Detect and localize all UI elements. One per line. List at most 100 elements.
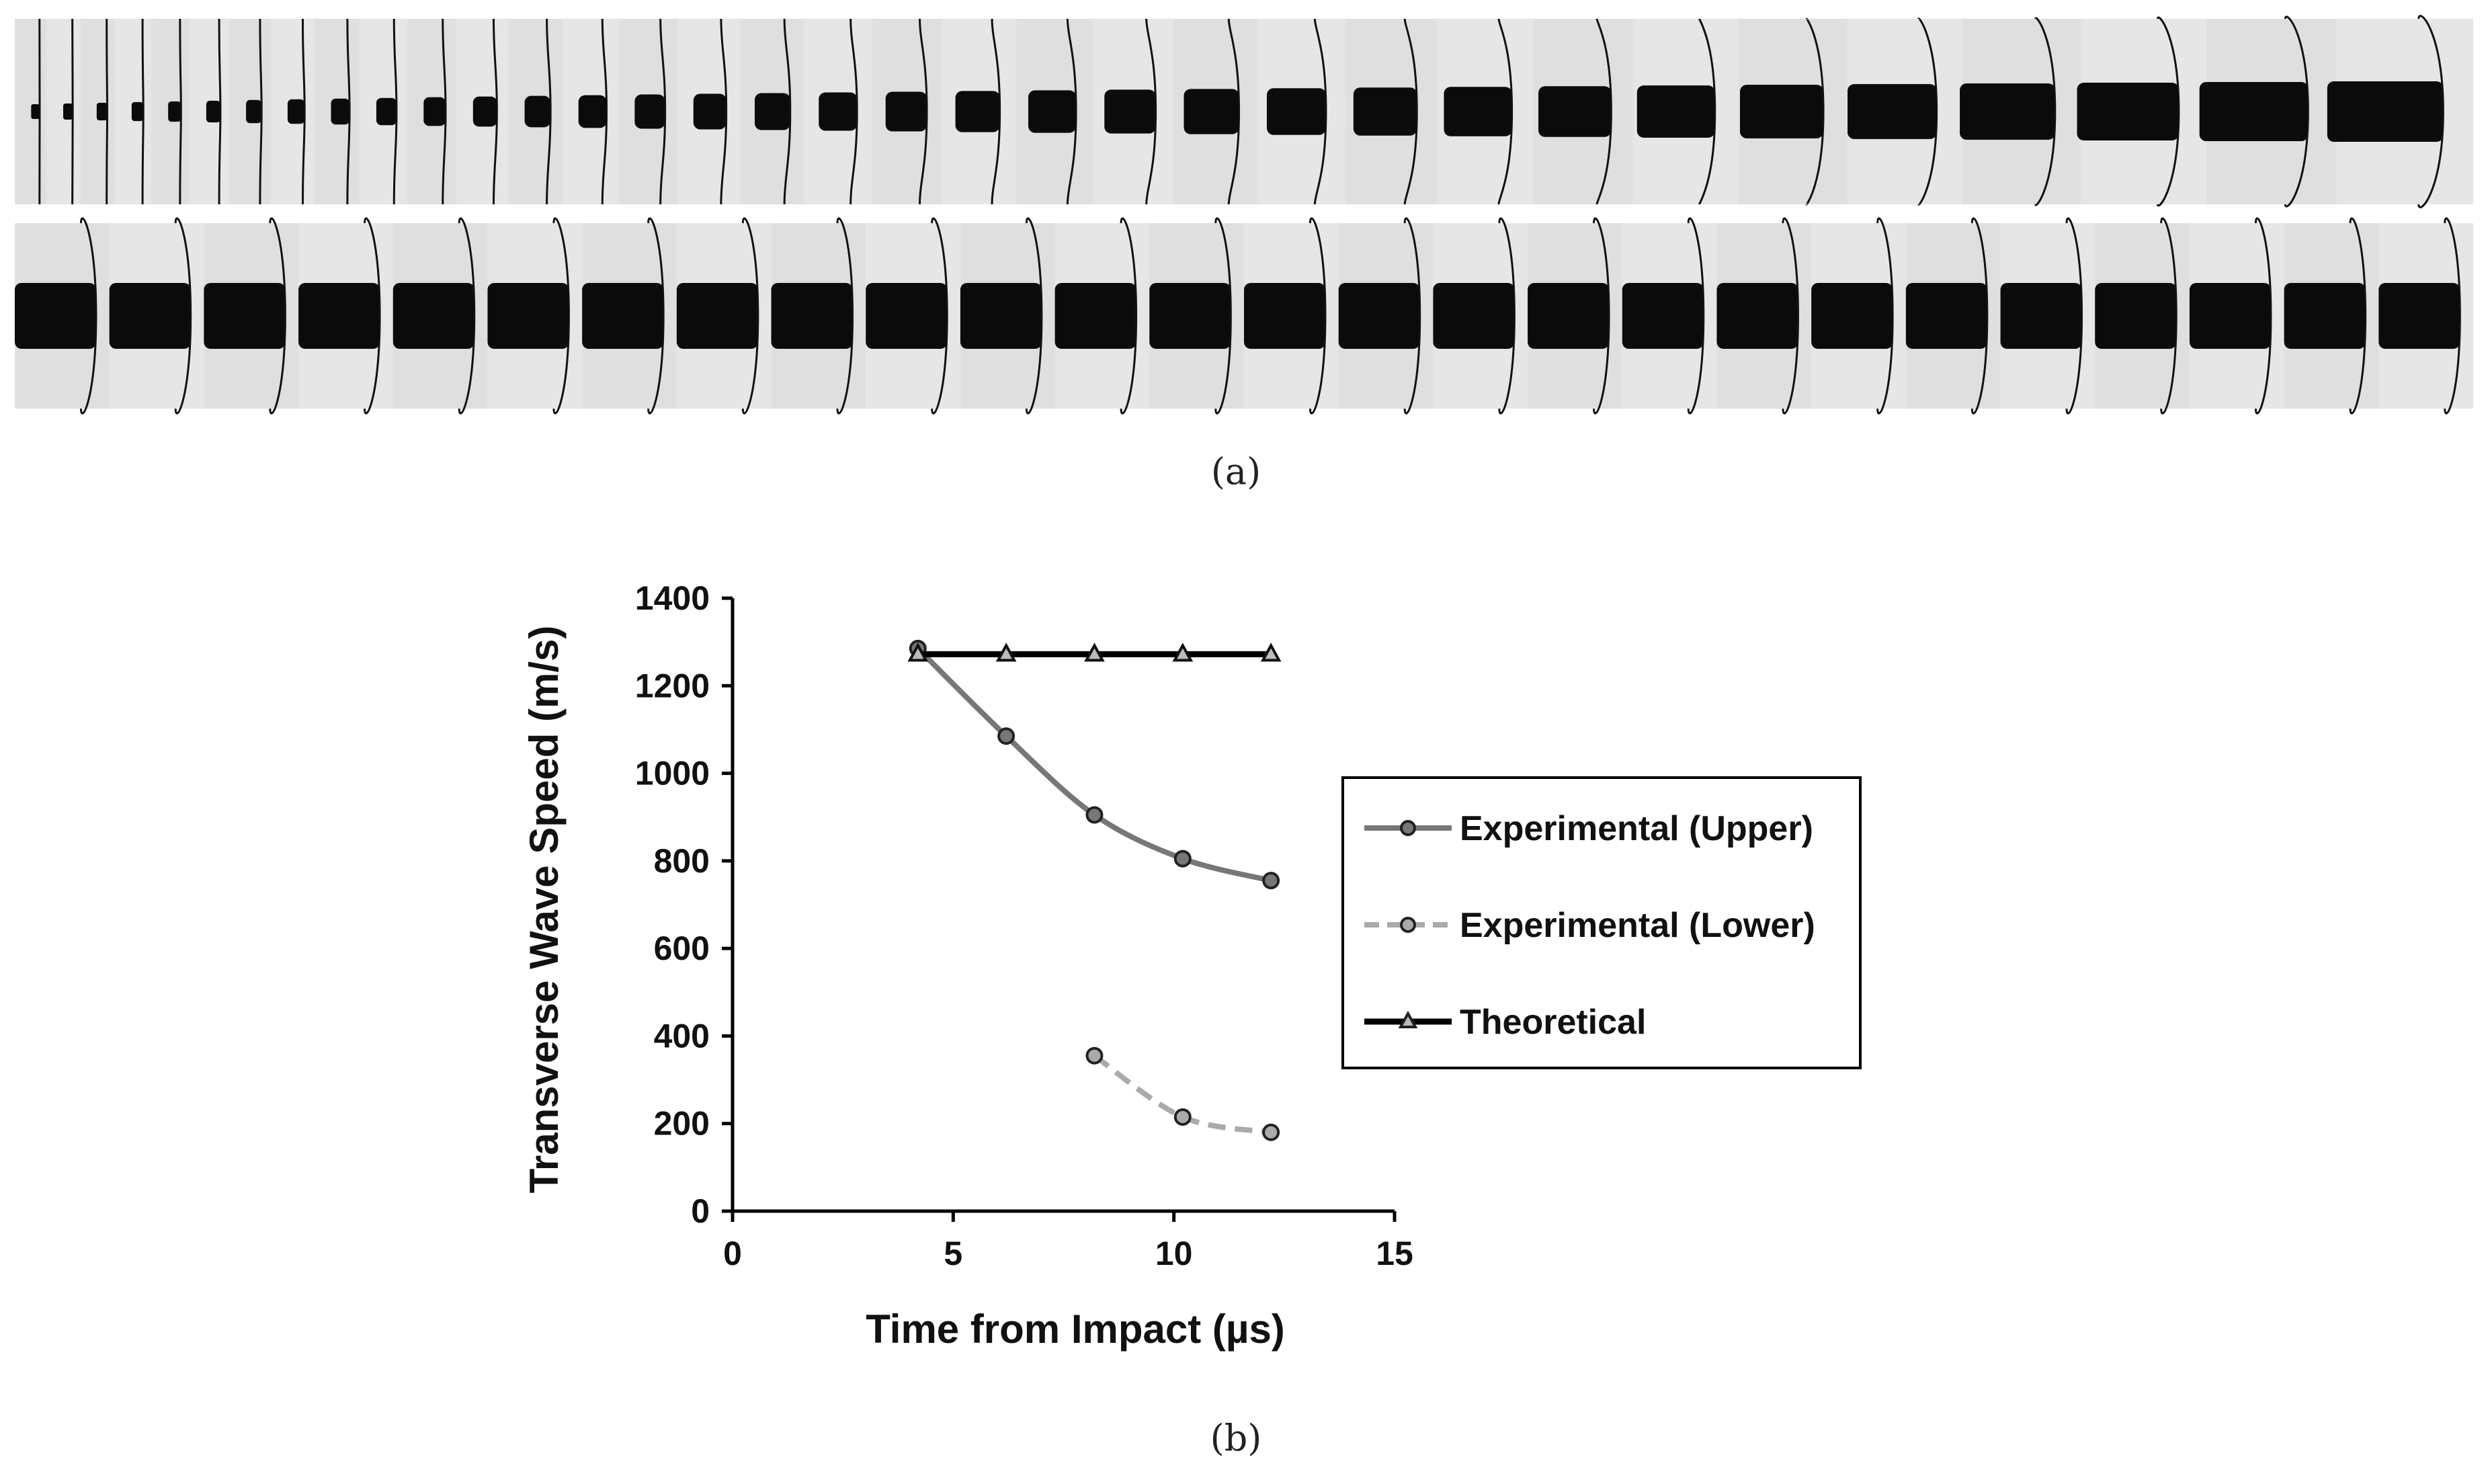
data-point-lower <box>1173 1108 1192 1126</box>
y-tick-label: 400 <box>654 1017 710 1055</box>
projectile <box>582 283 664 349</box>
frame-row-2 <box>15 217 2473 415</box>
fiber-curve <box>2417 15 2444 208</box>
projectile <box>2095 283 2177 349</box>
fiber-curve <box>1403 18 1418 205</box>
projectile <box>819 92 858 131</box>
projectile <box>131 101 144 122</box>
fiber-curve <box>141 18 144 205</box>
frame <box>1054 217 1149 415</box>
projectile <box>2189 283 2271 349</box>
frame <box>2327 15 2473 208</box>
frame <box>771 217 866 415</box>
projectile <box>2284 283 2366 349</box>
frame <box>943 18 1015 205</box>
series-upper <box>909 639 1280 890</box>
y-tick-label: 1000 <box>635 755 710 792</box>
fiber-curve <box>552 217 570 415</box>
data-point-upper <box>997 727 1015 745</box>
frame <box>152 18 189 205</box>
fiber-curve <box>2444 217 2461 415</box>
projectile <box>524 95 551 128</box>
fiber-curve <box>1403 217 1421 415</box>
frame <box>1093 18 1173 205</box>
legend-label-upper: Experimental (Upper) <box>1460 809 1813 848</box>
frame <box>1149 217 1243 415</box>
projectile <box>2378 283 2460 349</box>
fiber-curve <box>1498 217 1516 415</box>
fiber-curve <box>741 217 759 415</box>
frame <box>81 18 114 205</box>
projectile <box>676 283 758 349</box>
projectile <box>960 283 1042 349</box>
fiber-curve <box>1971 217 1989 415</box>
fiber-curve <box>2156 16 2180 207</box>
projectile <box>2199 82 2309 141</box>
projectile <box>1353 87 1417 136</box>
frame <box>1244 217 1338 415</box>
y-tick-label: 800 <box>654 842 710 880</box>
frame <box>1905 217 2000 415</box>
y-axis-title: Transverse Wave Speed (m/s) <box>522 626 567 1194</box>
projectile <box>2000 283 2082 349</box>
projectile <box>578 95 607 128</box>
frame <box>1528 217 1622 415</box>
fiber-curve <box>1227 18 1241 205</box>
frame <box>1173 18 1257 205</box>
fiber-curve <box>269 217 286 415</box>
data-point-upper <box>1085 806 1104 824</box>
fiber-curve <box>1214 217 1232 415</box>
projectile <box>1149 283 1231 349</box>
frame <box>1345 18 1437 205</box>
caption-b: (b) <box>1210 1417 1262 1459</box>
fiber-curve <box>836 217 854 415</box>
fiber-curve <box>2160 217 2178 415</box>
projectile <box>1847 84 1937 139</box>
frame <box>407 18 456 205</box>
fiber-curve <box>259 18 263 205</box>
fiber-curve <box>991 18 1001 205</box>
fiber-curve <box>442 18 447 205</box>
fiber-curve <box>364 217 381 415</box>
projectile <box>1960 83 2055 140</box>
projectile <box>423 97 446 126</box>
projectile <box>1538 86 1612 137</box>
frame <box>457 18 508 205</box>
legend-marker-upper <box>1400 820 1416 836</box>
fiber-curve <box>1497 18 1513 205</box>
frame <box>2077 16 2206 207</box>
projectile <box>1104 89 1156 134</box>
projectile <box>1244 283 1325 349</box>
projectile <box>376 97 397 126</box>
series-lower <box>1085 1046 1280 1141</box>
frame-row-1 <box>15 15 2473 208</box>
projectile <box>771 283 853 349</box>
projectile <box>1528 283 1610 349</box>
frame <box>676 217 771 415</box>
fiber-curve <box>1595 18 1612 205</box>
fiber-curve <box>218 18 222 205</box>
projectile <box>487 283 569 349</box>
frame <box>229 18 270 205</box>
projectile <box>31 104 40 120</box>
frame <box>1258 18 1345 205</box>
frame <box>2000 217 2095 415</box>
projectile <box>1905 283 1987 349</box>
fiber-curve <box>1120 217 1138 415</box>
projectile <box>96 102 108 121</box>
projectile <box>331 98 350 125</box>
projectile <box>1338 283 1420 349</box>
fiber-curve <box>1066 18 1077 205</box>
data-point-theoretical <box>1084 643 1105 662</box>
legend: Experimental (Upper) Experimental (Lower… <box>1341 776 1862 1069</box>
projectile <box>1054 283 1136 349</box>
fiber-curve <box>346 18 351 205</box>
frame <box>563 18 619 205</box>
x-tick-label: 15 <box>1376 1235 1413 1272</box>
frame <box>298 217 392 415</box>
frame <box>360 18 407 205</box>
projectile <box>1184 89 1239 134</box>
fiber-curve <box>1025 217 1043 415</box>
fiber-curve <box>2034 17 2057 206</box>
